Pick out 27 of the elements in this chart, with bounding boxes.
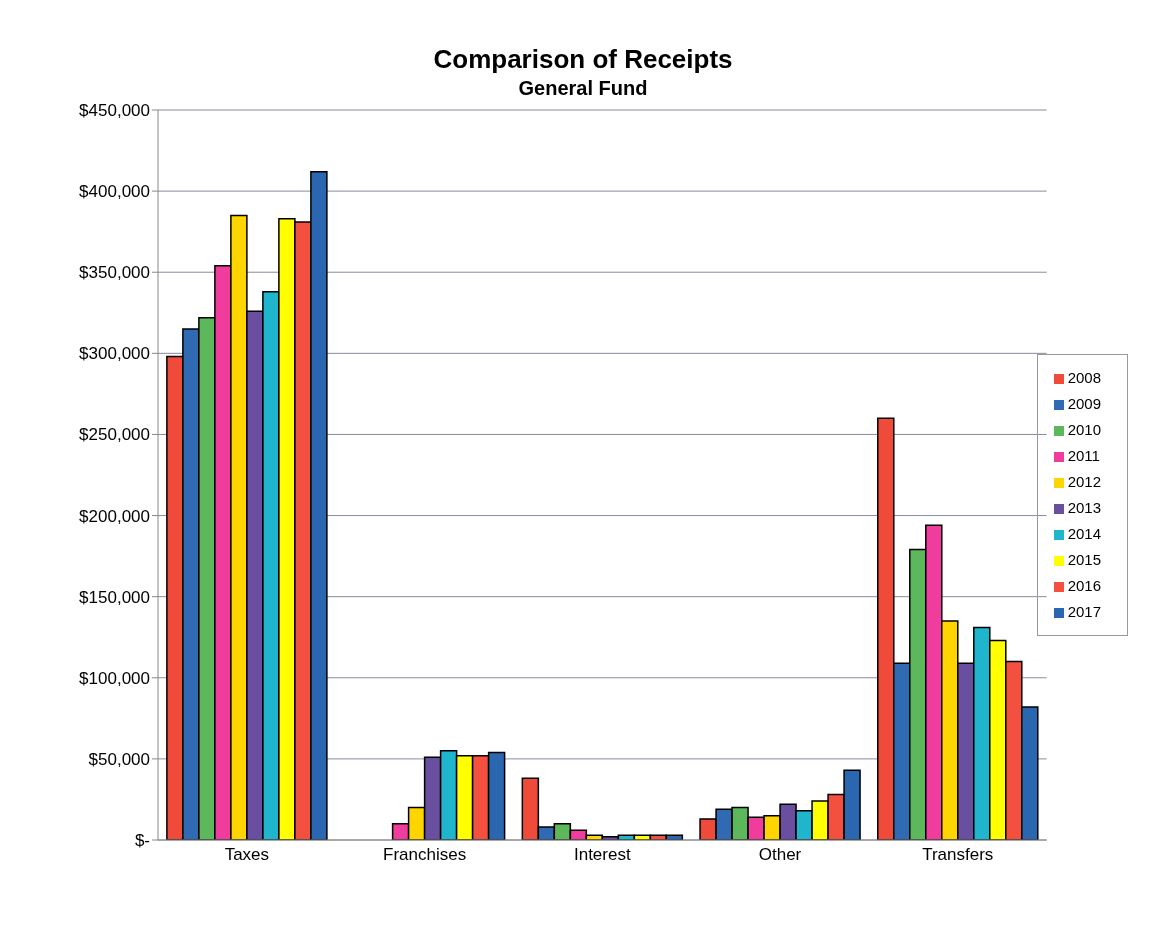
y-tick-label: $350,000 xyxy=(79,263,150,283)
legend-label: 2011 xyxy=(1067,447,1100,464)
x-tick-label: Interest xyxy=(573,845,631,865)
legend-label: 2015 xyxy=(1067,551,1101,568)
chart-title: Comparison of Receipts xyxy=(432,44,734,75)
y-tick-label: $50,000 xyxy=(88,749,150,769)
legend-label: 2017 xyxy=(1067,603,1101,620)
y-tick-label: $400,000 xyxy=(79,182,150,202)
legend-label: 2014 xyxy=(1067,525,1101,542)
legend-label: 2009 xyxy=(1067,395,1101,412)
legend-label: 2013 xyxy=(1067,499,1101,516)
legend-label: 2008 xyxy=(1067,369,1101,386)
y-tick-label: $- xyxy=(134,831,150,851)
y-tick-label: $250,000 xyxy=(79,425,150,445)
legend-label: 2012 xyxy=(1067,473,1101,490)
chart-subtitle: General Fund xyxy=(517,77,649,100)
x-tick-label: Taxes xyxy=(224,845,270,865)
legend-label: 2010 xyxy=(1067,421,1101,438)
y-tick-label: $200,000 xyxy=(79,506,150,526)
x-tick-label: Franchises xyxy=(383,845,467,865)
y-tick-label: $450,000 xyxy=(79,101,150,121)
y-tick-label: $100,000 xyxy=(79,668,150,688)
x-tick-label: Other xyxy=(758,845,802,865)
legend-label: 2016 xyxy=(1067,577,1101,594)
x-tick-label: Transfers xyxy=(922,845,994,865)
y-tick-label: $150,000 xyxy=(79,587,150,607)
y-tick-label: $300,000 xyxy=(79,344,150,364)
